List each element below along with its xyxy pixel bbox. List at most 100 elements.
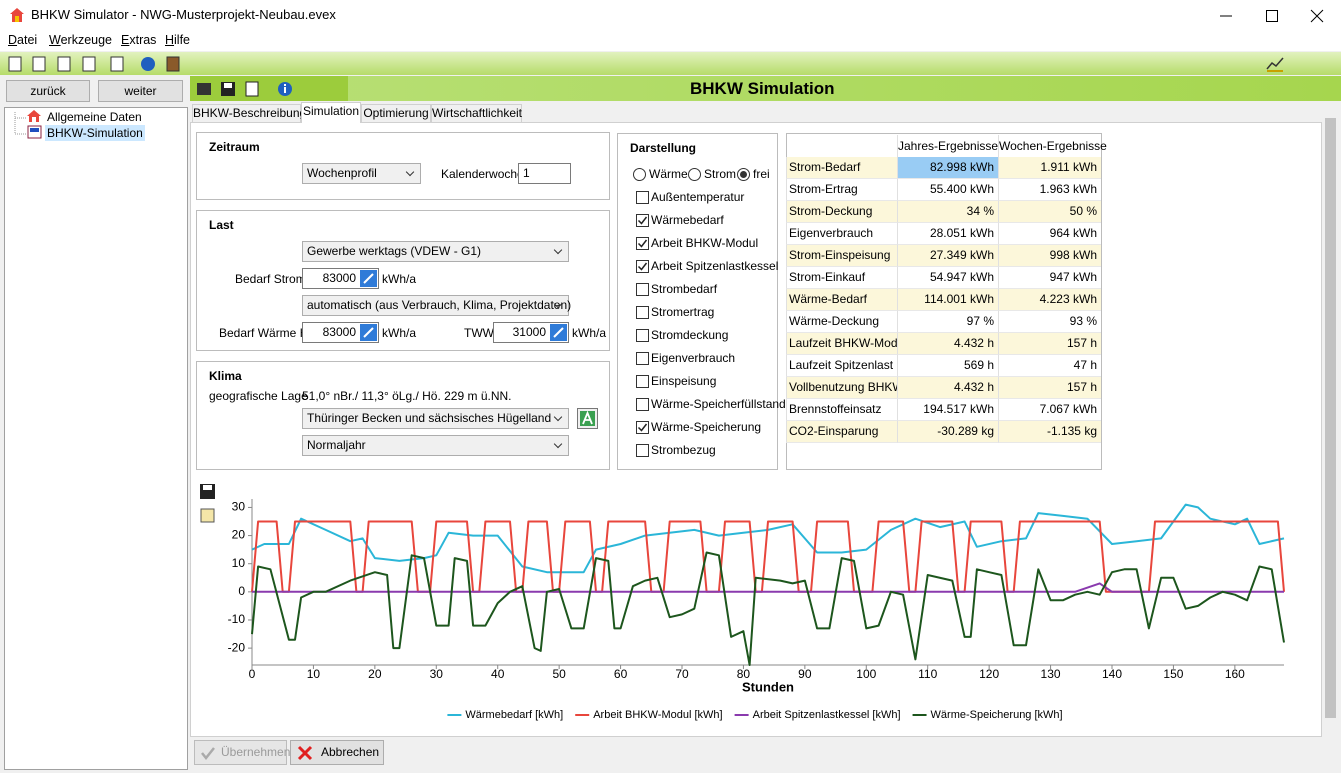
app-icon[interactable] — [9, 7, 25, 23]
results-cell: 55.400 kWh — [897, 179, 998, 201]
checkbox[interactable] — [636, 375, 649, 388]
legend-label: Wärmebedarf [kWh] — [465, 709, 563, 721]
radio-button[interactable] — [633, 168, 646, 181]
group-title: Darstellung — [630, 140, 696, 156]
dropdown[interactable]: automatisch (aus Verbrauch, Klima, Proje… — [302, 295, 569, 316]
dropdown[interactable]: Wochenprofil — [302, 163, 421, 184]
checkbox-label: Arbeit BHKW-Modul — [651, 235, 758, 251]
check-mark[interactable] — [636, 214, 649, 227]
label: TWW — [464, 325, 494, 341]
x-tick-label: 40 — [491, 667, 505, 681]
group-title: Last — [209, 217, 234, 233]
dropdown[interactable]: Normaljahr — [302, 435, 569, 456]
checkbox[interactable] — [636, 329, 649, 342]
toolbar-button[interactable] — [139, 55, 157, 73]
radio-label: Strom — [704, 166, 736, 182]
menu-item[interactable]: Extras — [121, 32, 156, 48]
group-title: Zeitraum — [209, 139, 260, 155]
y-tick-label: 0 — [238, 584, 245, 598]
apply-icon[interactable] — [200, 745, 216, 761]
checkbox-label: Strombedarf — [651, 281, 717, 297]
results-cell: 998 kWh — [998, 245, 1101, 267]
menu-item[interactable]: Datei — [8, 32, 37, 48]
check-mark[interactable] — [636, 421, 649, 434]
radio-button[interactable] — [688, 168, 701, 181]
label: geografische Lage — [209, 388, 308, 404]
region-button[interactable] — [577, 408, 598, 429]
value: 51,0° nBr./ 11,3° öLg./ Hö. 229 m ü.NN. — [302, 388, 512, 404]
header-save[interactable] — [219, 80, 237, 98]
toolbar-button[interactable] — [6, 55, 24, 73]
back-button[interactable]: zurück — [6, 80, 90, 102]
edit-button[interactable] — [360, 324, 377, 341]
chart-tool[interactable] — [1265, 55, 1285, 73]
results-cell: 54.947 kWh — [897, 267, 998, 289]
header-print[interactable] — [243, 80, 261, 98]
menu-item[interactable]: Hilfe — [165, 32, 190, 48]
tree-lines[interactable] — [12, 110, 28, 142]
scroll-thumb[interactable] — [1325, 118, 1336, 718]
check-mark[interactable] — [636, 260, 649, 273]
toolbar-button[interactable] — [164, 55, 182, 73]
checkbox[interactable] — [636, 444, 649, 457]
x-tick-label: 90 — [798, 667, 812, 681]
tab[interactable]: Optimierung — [361, 104, 431, 123]
checkbox[interactable] — [636, 283, 649, 296]
group-title: Klima — [209, 368, 242, 384]
tree-icon[interactable] — [27, 109, 42, 123]
results-cell: 7.067 kWh — [998, 399, 1101, 421]
dropdown[interactable]: Thüringer Becken und sächsisches Hügella… — [302, 408, 569, 429]
y-tick-label: 20 — [232, 528, 246, 542]
maximize[interactable] — [1264, 8, 1280, 24]
tab[interactable]: BHKW-Beschreibung — [192, 104, 301, 123]
header-title: BHKW Simulation — [690, 80, 835, 98]
dropdown[interactable]: Gewerbe werktags (VDEW - G1) — [302, 241, 569, 262]
tree-item[interactable]: BHKW-Simulation — [45, 125, 145, 141]
label: Kalenderwoche — [441, 166, 524, 182]
x-axis-label: Stunden — [742, 679, 794, 694]
series-line — [252, 553, 1284, 666]
checkbox-label: Wärme-Speicherung — [651, 419, 761, 435]
plot: -20-100102030010203040506070809010011012… — [228, 499, 1284, 721]
checkbox-label: Wärmebedarf — [651, 212, 724, 228]
unit: kWh/a — [572, 325, 606, 341]
edit-button[interactable] — [550, 324, 567, 341]
checkbox[interactable] — [636, 398, 649, 411]
toolbar-button[interactable] — [80, 55, 98, 73]
tree-item[interactable]: Allgemeine Daten — [45, 109, 144, 125]
checkbox-label: Wärme-Speicherfüllstand — [651, 396, 786, 412]
menu-item[interactable]: Werkzeuge — [49, 32, 112, 48]
results-cell: 50 % — [998, 201, 1101, 223]
radio-label: Wärme — [649, 166, 688, 182]
tree-icon[interactable] — [27, 125, 42, 139]
results-cell: Strom-Deckung — [786, 201, 897, 223]
checkbox-label: Stromdeckung — [651, 327, 728, 343]
tab[interactable]: Simulation — [301, 102, 361, 123]
checkbox[interactable] — [636, 191, 649, 204]
header-info[interactable] — [276, 80, 294, 98]
results-cell: 47 h — [998, 355, 1101, 377]
results-cell: Vollbenutzung BHKW — [786, 377, 897, 399]
tab[interactable]: Wirtschaftlichkeit — [431, 104, 522, 123]
results-cell: Wärme-Bedarf — [786, 289, 897, 311]
toolbar-button[interactable] — [55, 55, 73, 73]
minimize[interactable] — [1218, 8, 1234, 24]
checkbox[interactable] — [636, 352, 649, 365]
results-cell: 569 h — [897, 355, 998, 377]
toolbar-button[interactable] — [30, 55, 48, 73]
edit-button[interactable] — [360, 270, 377, 287]
header-tool[interactable] — [195, 80, 213, 98]
radio-label: frei — [753, 166, 770, 182]
results-cell: -30.289 kg — [897, 421, 998, 443]
radio-dot — [740, 171, 747, 178]
next-button[interactable]: weiter — [98, 80, 183, 102]
close[interactable] — [1309, 8, 1325, 24]
x-tick-label: 100 — [856, 667, 876, 681]
checkbox[interactable] — [636, 306, 649, 319]
text-input[interactable]: 1 — [518, 163, 571, 184]
results-cell: Strom-Einkauf — [786, 267, 897, 289]
check-mark[interactable] — [636, 237, 649, 250]
cancel-icon[interactable] — [297, 745, 313, 761]
toolbar-button[interactable] — [108, 55, 126, 73]
